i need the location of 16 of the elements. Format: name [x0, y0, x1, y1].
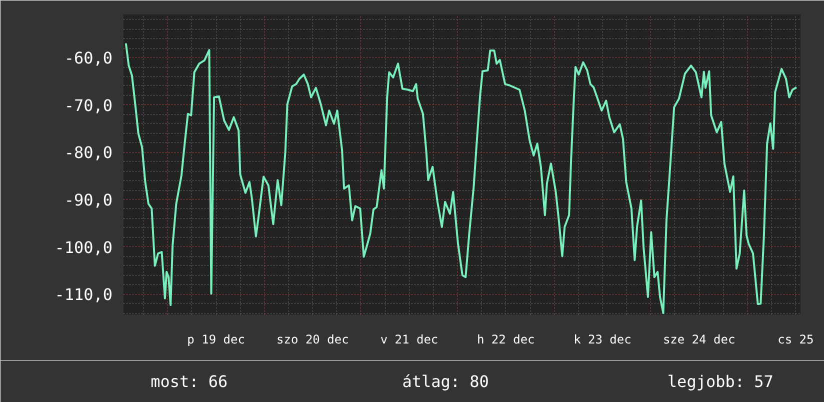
x-tick-label: szo 20 dec: [276, 332, 349, 346]
y-tick-label: -60,0: [64, 48, 113, 68]
x-tick-label: p 19 dec: [187, 332, 245, 346]
text: most: 66: [150, 372, 228, 391]
y-tick-label: -110,0: [54, 285, 112, 304]
y-tick-label: -100,0: [54, 238, 112, 257]
y-tick-label: -80,0: [64, 143, 113, 162]
y-tick-label: -70,0: [64, 96, 113, 115]
text: legjobb: 57: [667, 372, 774, 391]
y-tick-label: -90,0: [64, 190, 113, 210]
x-tick-label: k 23 dec: [574, 332, 632, 346]
x-tick-label: sze 24 dec: [662, 332, 736, 346]
x-tick-label: v 21 dec: [380, 332, 438, 346]
x-tick-label: cs 25: [778, 332, 814, 346]
text: átlag: 80: [402, 372, 489, 391]
x-tick-label: h 22 dec: [476, 332, 535, 346]
